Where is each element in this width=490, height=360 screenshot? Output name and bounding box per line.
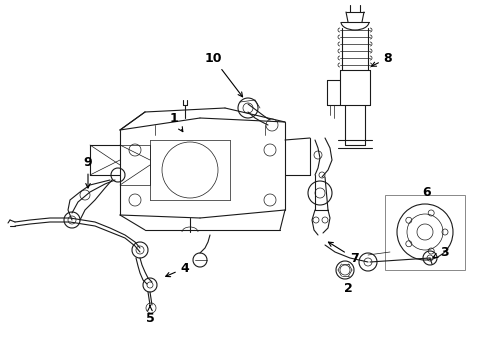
- Text: 2: 2: [343, 282, 352, 294]
- Text: 1: 1: [170, 112, 183, 132]
- Text: 7: 7: [328, 242, 358, 265]
- Text: 5: 5: [146, 306, 154, 324]
- Bar: [385, 195, 465, 270]
- Text: 3: 3: [433, 246, 448, 258]
- Text: 8: 8: [371, 51, 392, 66]
- Text: 10: 10: [204, 51, 243, 97]
- Text: 6: 6: [423, 185, 431, 198]
- Text: 9: 9: [84, 156, 92, 188]
- Text: 4: 4: [166, 261, 189, 277]
